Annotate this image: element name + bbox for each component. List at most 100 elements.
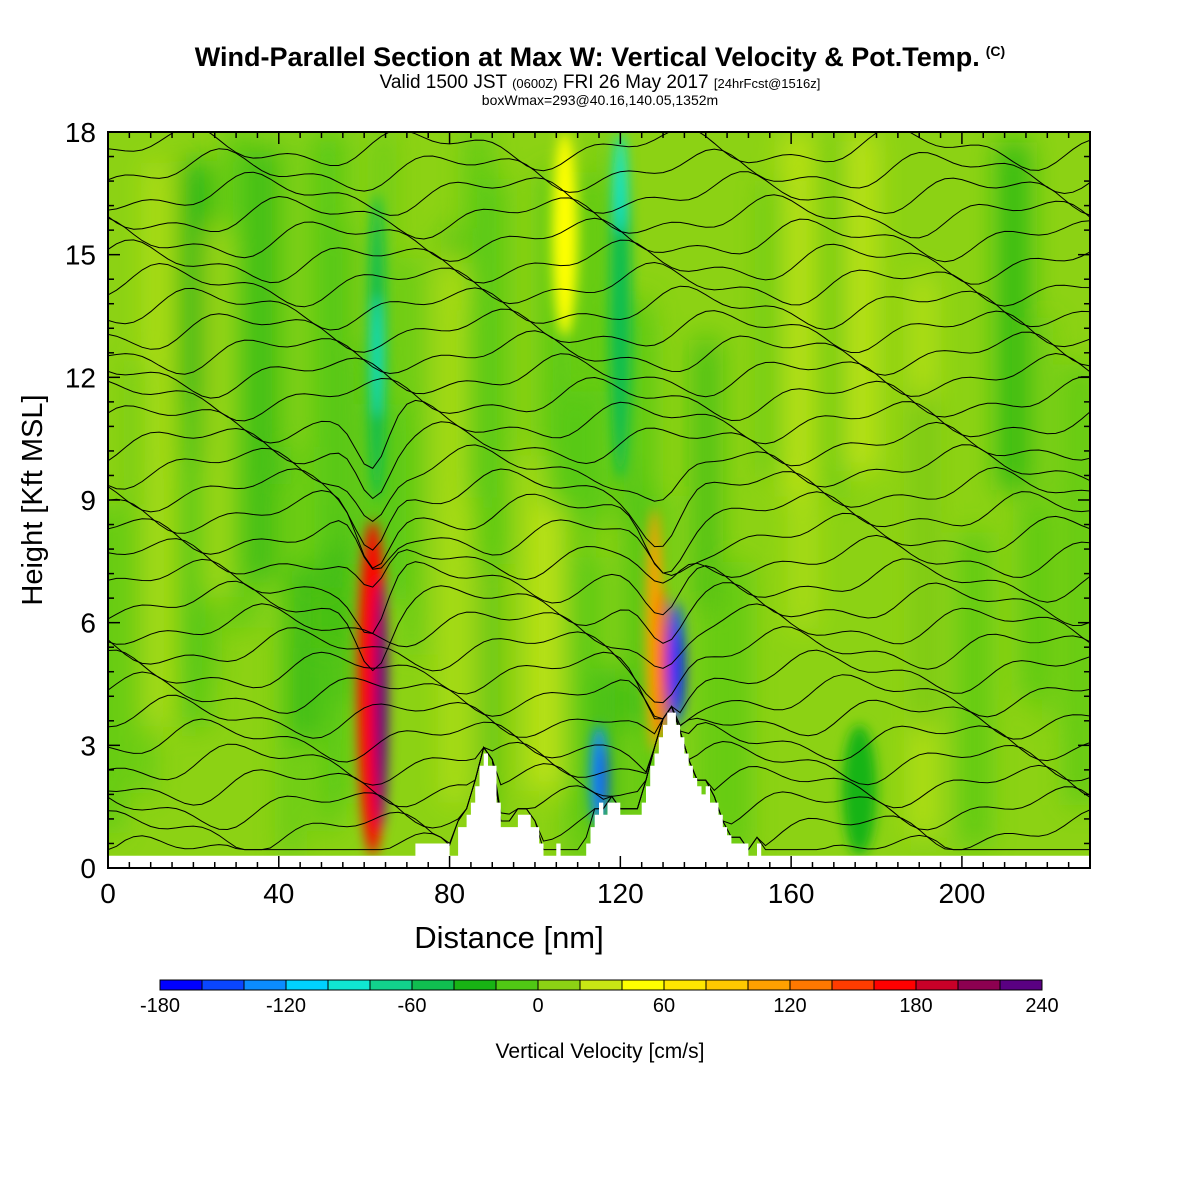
field-band bbox=[486, 354, 496, 816]
field-band bbox=[403, 258, 419, 655]
velocity-feature-9 bbox=[372, 295, 382, 419]
x-tick-label: 160 bbox=[768, 878, 815, 909]
theta-contour-line bbox=[108, 399, 1090, 469]
field-band bbox=[321, 132, 347, 506]
theta-contour-line bbox=[108, 148, 1090, 195]
colorbar-tick-label: -180 bbox=[140, 995, 180, 1017]
velocity-feature-13 bbox=[842, 724, 877, 856]
chart-title: Wind-Parallel Section at Max W: Vertical… bbox=[0, 42, 1200, 73]
theta-contour-line bbox=[108, 132, 1090, 172]
velocity-feature-12 bbox=[552, 132, 578, 337]
x-axis: 0 40 80 120 160 200 Distance [nm] bbox=[100, 132, 1091, 955]
x-axis-label: Distance [nm] bbox=[414, 920, 604, 955]
colorbar-swatch bbox=[243, 979, 287, 991]
y-tick-label: 18 bbox=[65, 117, 96, 148]
field-band bbox=[149, 162, 167, 727]
colorbar-swatch bbox=[705, 979, 749, 991]
theta-contour-line bbox=[108, 285, 1090, 331]
colorbar-swatch bbox=[831, 979, 875, 991]
colorbar-tick-label: 0 bbox=[532, 995, 543, 1017]
colorbar-tick-label: 240 bbox=[1025, 995, 1058, 1017]
field-band bbox=[293, 566, 316, 740]
valid-time-text: Valid 1500 JST bbox=[379, 72, 507, 93]
field-band bbox=[445, 263, 463, 803]
colorbar-tick-label: -60 bbox=[398, 995, 427, 1017]
colorbar-swatch bbox=[327, 979, 371, 991]
colorbar-swatch bbox=[579, 979, 623, 991]
theta-contour-line bbox=[108, 308, 1090, 354]
date-text: FRI 26 May 2017 bbox=[562, 72, 709, 93]
terrain-mask bbox=[108, 712, 1090, 868]
colorbar-swatch bbox=[495, 979, 539, 991]
y-tick-label: 12 bbox=[65, 362, 96, 393]
field-band bbox=[961, 532, 989, 847]
theta-contour-line bbox=[108, 512, 1090, 577]
x-tick-label: 200 bbox=[939, 878, 986, 909]
y-tick-label: 0 bbox=[80, 853, 96, 884]
velocity-features bbox=[357, 132, 877, 856]
colorbar-swatch bbox=[369, 979, 413, 991]
theta-contour-line bbox=[108, 239, 1090, 285]
field-band bbox=[108, 504, 122, 833]
x-tick-label: 0 bbox=[100, 878, 116, 909]
theta-contour-line bbox=[108, 626, 1090, 704]
box-wmax-text: boxWmax=293@40.16,140.05,1352m bbox=[481, 92, 719, 108]
colorbar-tick-label: 180 bbox=[899, 995, 932, 1017]
theta-contour-line bbox=[108, 376, 1090, 422]
colorbar-swatch bbox=[663, 979, 707, 991]
copyright-mark: (C) bbox=[985, 43, 1006, 59]
theta-contour-line bbox=[108, 171, 1090, 216]
x-tick-label: 120 bbox=[597, 878, 644, 909]
field-band bbox=[826, 132, 843, 497]
field-band bbox=[725, 562, 749, 859]
colorbar-swatch bbox=[537, 979, 581, 991]
theta-contour-line bbox=[108, 649, 1090, 720]
theta-contour-line bbox=[108, 558, 1090, 634]
forecast-info-text: [24hrFcst@1516z] bbox=[713, 76, 821, 91]
theta-contour-line bbox=[108, 489, 1090, 574]
theta-contour-line bbox=[108, 261, 1090, 308]
theta-contour-line bbox=[108, 194, 1090, 240]
theta-contour-line bbox=[108, 534, 1090, 588]
theta-contour-line bbox=[108, 603, 1090, 669]
colorbar-tick-label: -120 bbox=[266, 995, 306, 1017]
colorbar-label: Vertical Velocity [cm/s] bbox=[496, 1040, 705, 1063]
theta-contour-line bbox=[108, 705, 1090, 831]
colorbar: -180 -120 -60 0 60 120 180 240 Vertical Velocity… bbox=[140, 979, 1059, 1063]
field-band bbox=[567, 391, 588, 865]
colorbar-swatch bbox=[747, 979, 791, 991]
colorbar-swatch bbox=[285, 979, 329, 991]
field-band bbox=[633, 451, 644, 679]
colorbar-tick-label: 60 bbox=[653, 995, 675, 1017]
plot-area bbox=[108, 132, 1090, 868]
theta-contour-line bbox=[108, 705, 1090, 786]
colorbar-swatch bbox=[621, 979, 665, 991]
y-tick-label: 3 bbox=[80, 730, 96, 761]
velocity-feature-11 bbox=[613, 132, 627, 235]
field-band bbox=[697, 610, 717, 833]
theta-contour-line bbox=[108, 330, 1090, 376]
theta-contour-line bbox=[108, 466, 1090, 551]
field-band bbox=[527, 455, 561, 791]
colorbar-tick-label: 120 bbox=[773, 995, 806, 1017]
field-band bbox=[916, 393, 930, 728]
field-band bbox=[276, 132, 286, 485]
colorbar-swatch bbox=[957, 979, 1001, 991]
field-band bbox=[584, 177, 605, 526]
colorbar-swatch bbox=[999, 979, 1043, 991]
theta-contours bbox=[108, 132, 1090, 851]
colorbar-swatch bbox=[159, 979, 203, 991]
colorbar-swatch bbox=[915, 979, 959, 991]
chart-title-text: Wind-Parallel Section at Max W: Vertical… bbox=[194, 42, 980, 72]
field-band bbox=[282, 446, 300, 856]
field-band bbox=[133, 360, 152, 793]
chart-subtitle: Valid 1500 JST (0600Z) FRI 26 May 2017 [… bbox=[0, 72, 1200, 94]
y-tick-label: 6 bbox=[80, 608, 96, 639]
colorbar-swatch bbox=[873, 979, 917, 991]
utc-time-text: (0600Z) bbox=[512, 76, 558, 91]
colorbar-swatch bbox=[201, 979, 245, 991]
theta-contour-line bbox=[108, 694, 1090, 740]
field-band bbox=[317, 648, 338, 832]
theta-contour-line bbox=[108, 580, 1090, 672]
